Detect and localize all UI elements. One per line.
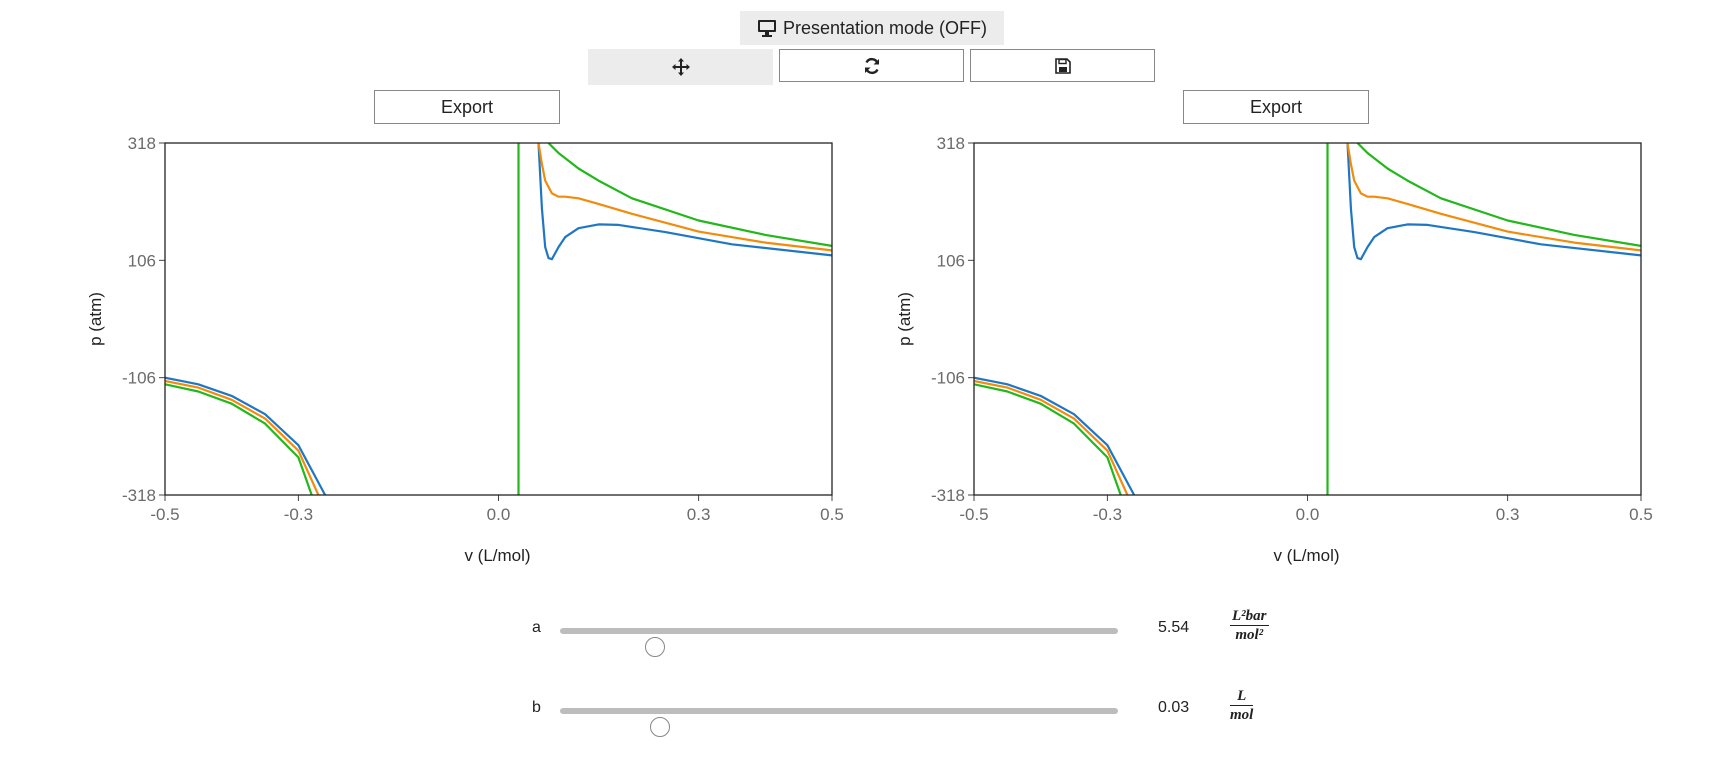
- y-tick-label: -106: [122, 369, 156, 388]
- slider-row-b: b 0.03 L mol: [520, 688, 1280, 737]
- slider-value-b: 0.03: [1158, 699, 1190, 716]
- slider-track-a[interactable]: [560, 628, 1118, 657]
- slider-value-a: 5.54: [1158, 619, 1190, 636]
- series-3-branch-2: [547, 143, 832, 247]
- slider-label-b: b: [532, 699, 541, 716]
- presentation-mode-label: Presentation mode (OFF): [782, 17, 988, 38]
- x-tick-label: 0.5: [820, 505, 844, 524]
- series-1-branch-1: [165, 376, 327, 495]
- y-tick-label: 318: [128, 134, 156, 153]
- series-2-branch-1: [974, 379, 1129, 495]
- slider-row-a: a 5.54 L²bar mol²: [520, 608, 1280, 657]
- plot-frame: [973, 142, 1642, 496]
- series-3-branch-2: [1356, 143, 1641, 247]
- unit-a-denominator: mol²: [1235, 627, 1264, 643]
- series-2-branch-2: [1346, 143, 1641, 252]
- y-axis-label: p (atm): [895, 292, 914, 346]
- move-arrows-icon: [671, 58, 690, 76]
- unit-a: L²bar mol²: [1230, 607, 1269, 644]
- y-axis-label: p (atm): [86, 292, 105, 346]
- x-tick-label: 0.5: [1629, 505, 1653, 524]
- series-3-branch-1: [165, 383, 313, 495]
- chart-right: 318 106 -106 -318-0.5 -0.3 0.0 0.3 0.5 v (L/mol)…: [895, 134, 1653, 565]
- y-tick-label: 318: [937, 134, 965, 153]
- monitor-icon: [757, 20, 776, 37]
- export-button-right[interactable]: Export: [1183, 90, 1369, 124]
- refresh-icon: [864, 57, 879, 74]
- presentation-mode-button[interactable]: Presentation mode (OFF): [740, 11, 1004, 45]
- x-tick-label: 0.0: [487, 505, 511, 524]
- x-tick-label: -0.5: [150, 505, 179, 524]
- y-tick-label: -106: [931, 369, 965, 388]
- slider-track-b[interactable]: [560, 708, 1118, 737]
- series-1-branch-1: [974, 376, 1136, 495]
- reset-tool-button[interactable]: [779, 49, 964, 82]
- x-tick-label: -0.5: [959, 505, 988, 524]
- unit-b-denominator: mol: [1230, 707, 1254, 723]
- series-1-branch-2: [537, 143, 832, 261]
- pan-tool-button[interactable]: [588, 49, 773, 85]
- slider-thumb-b[interactable]: [650, 717, 671, 737]
- unit-b: L mol: [1230, 687, 1254, 724]
- x-tick-label: 0.3: [1496, 505, 1520, 524]
- unit-b-numerator: L: [1230, 687, 1254, 706]
- y-tick-label: 106: [937, 251, 965, 270]
- floppy-disk-icon: [1054, 57, 1071, 74]
- slider-label-a: a: [532, 619, 541, 636]
- save-tool-button[interactable]: [970, 49, 1155, 82]
- series-1-branch-2: [1346, 143, 1641, 261]
- series-2-branch-2: [537, 143, 832, 252]
- x-tick-label: -0.3: [1093, 505, 1122, 524]
- y-tick-label: -318: [122, 486, 156, 505]
- unit-a-numerator: L²bar: [1230, 608, 1269, 626]
- y-tick-label: 106: [128, 251, 156, 270]
- series-3-branch-1: [974, 383, 1122, 495]
- x-tick-label: 0.3: [687, 505, 711, 524]
- x-axis-label: v (L/mol): [1273, 546, 1339, 565]
- x-tick-label: 0.0: [1296, 505, 1320, 524]
- y-tick-label: -318: [931, 486, 965, 505]
- export-button-left[interactable]: Export: [374, 90, 560, 124]
- chart-left: 318 106 -106 -318-0.5 -0.3 0.0 0.3 0.5 v (L/mol)…: [86, 134, 844, 565]
- slider-thumb-a[interactable]: [644, 637, 665, 657]
- x-tick-label: -0.3: [284, 505, 313, 524]
- x-axis-label: v (L/mol): [464, 546, 530, 565]
- plot-frame: [164, 142, 833, 496]
- series-2-branch-1: [165, 379, 320, 495]
